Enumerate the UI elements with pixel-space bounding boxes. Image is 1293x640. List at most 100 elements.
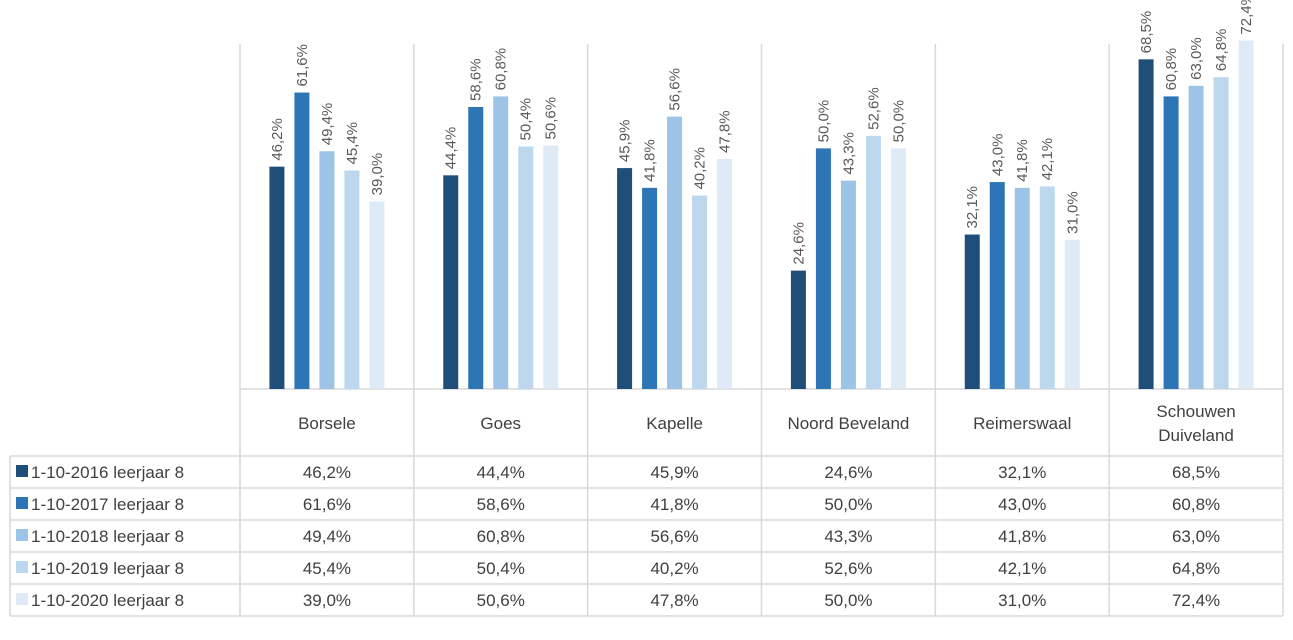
table-value-cell: 61,6% [303,495,351,514]
bar [269,166,285,389]
legend-series-name: 1-10-2018 leerjaar 8 [31,527,184,546]
table-value-cell: 39,0% [303,591,351,610]
table-value-cell: 47,8% [650,591,698,610]
table-value-cell: 46,2% [303,463,351,482]
category-label: Schouwen [1156,402,1235,421]
table-value-cell: 43,3% [824,527,872,546]
bar [865,135,881,389]
table-value-cell: 60,8% [477,527,525,546]
bar-data-label: 41,8% [1014,139,1031,182]
bar-data-label: 40,2% [692,147,709,190]
table-value-cell: 42,1% [998,559,1046,578]
bar-data-label: 45,4% [344,122,361,165]
bar [692,195,708,389]
legend-swatch [16,529,28,541]
table-value-cell: 63,0% [1172,527,1220,546]
bar [790,270,806,389]
bar [344,170,360,389]
table-value-cell: 49,4% [303,527,351,546]
bar [518,146,534,389]
bar [543,145,559,389]
bar [1213,77,1229,390]
category-label: Reimerswaal [973,414,1071,433]
category-label: Duiveland [1158,426,1234,445]
bar-data-label: 39,0% [369,153,386,196]
bar [294,92,310,390]
bar [1039,186,1055,389]
bar-data-label: 31,0% [1064,191,1081,234]
bar [717,158,733,389]
table-value-cell: 50,4% [477,559,525,578]
bar [319,151,335,389]
legend-series-name: 1-10-2019 leerjaar 8 [31,559,184,578]
bar [1014,187,1030,389]
bar-data-label: 64,8% [1213,29,1230,72]
bar [815,148,831,389]
legend-swatch [16,497,28,509]
bar [468,106,484,390]
category-label: Noord Beveland [787,414,909,433]
bar-data-label: 50,6% [543,97,560,140]
bar [1188,85,1204,389]
bar-data-label: 52,6% [865,87,882,130]
bar [1163,96,1179,390]
legend-series-name: 1-10-2020 leerjaar 8 [31,591,184,610]
bar-data-label: 58,6% [468,58,485,101]
table-value-cell: 60,8% [1172,495,1220,514]
table-value-cell: 72,4% [1172,591,1220,610]
table-value-cell: 41,8% [650,495,698,514]
bar-data-label: 50,4% [518,98,535,141]
table-value-cell: 68,5% [1172,463,1220,482]
bar [667,116,683,390]
bar-data-label: 60,8% [1163,48,1180,91]
bar-data-label: 42,1% [1039,138,1056,181]
legend-series-name: 1-10-2017 leerjaar 8 [31,495,184,514]
table-value-cell: 50,6% [477,591,525,610]
bar-data-label: 63,0% [1188,37,1205,80]
table-value-cell: 50,0% [824,591,872,610]
bar-data-label: 56,6% [667,68,684,111]
bar [840,180,856,389]
bar-data-label: 44,4% [443,127,460,170]
legend-swatch [16,593,28,605]
table-value-cell: 58,6% [477,495,525,514]
table-value-cell: 50,0% [824,495,872,514]
bar-data-label: 46,2% [269,118,286,161]
table-value-cell: 41,8% [998,527,1046,546]
bar [989,182,1005,389]
bar [493,96,509,390]
table-value-cell: 40,2% [650,559,698,578]
bar-data-label: 61,6% [294,44,311,87]
bar-data-label: 49,4% [319,103,336,146]
bar-data-label: 68,5% [1138,11,1155,54]
category-label: Kapelle [646,414,703,433]
bar [1138,59,1154,389]
legend-swatch [16,561,28,573]
legend-series-name: 1-10-2016 leerjaar 8 [31,463,184,482]
bar-data-label: 41,8% [642,139,659,182]
table-value-cell: 31,0% [998,591,1046,610]
table-value-cell: 45,4% [303,559,351,578]
bar-data-label: 43,3% [840,132,857,175]
bar-data-label: 60,8% [493,48,510,91]
bar [369,201,385,389]
bar-data-label: 45,9% [617,120,634,163]
table-value-cell: 44,4% [477,463,525,482]
table-value-cell: 56,6% [650,527,698,546]
bar-data-label: 50,0% [890,100,907,143]
table-value-cell: 24,6% [824,463,872,482]
table-value-cell: 45,9% [650,463,698,482]
bar-data-label: 72,4% [1238,0,1255,35]
table-value-cell: 43,0% [998,495,1046,514]
category-label: Borsele [298,414,356,433]
legend-swatch [16,465,28,477]
category-label: Goes [480,414,521,433]
bar-data-label: 24,6% [790,222,807,265]
bar-data-label: 50,0% [815,100,832,143]
bar [1064,239,1080,389]
table-value-cell: 52,6% [824,559,872,578]
table-value-cell: 32,1% [998,463,1046,482]
bar-data-label: 47,8% [717,110,734,153]
bar [443,175,459,389]
